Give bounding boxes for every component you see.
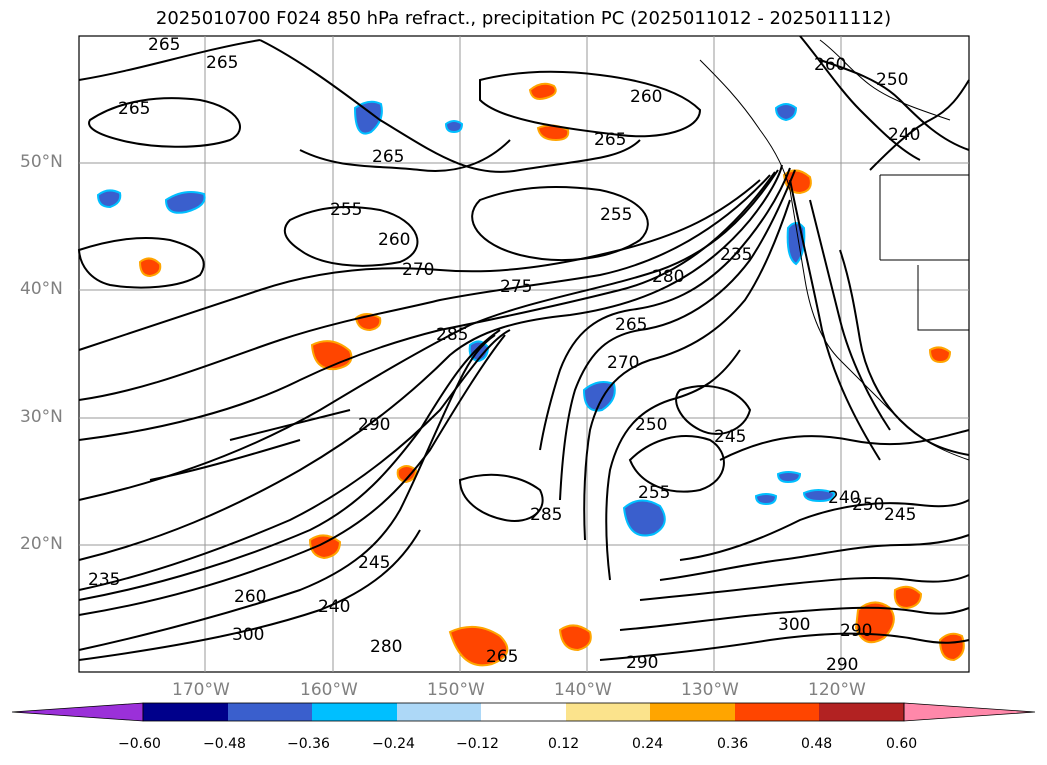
contour-label: 290 [840, 621, 872, 641]
colorbar-segment [819, 703, 904, 721]
contour-label: 255 [330, 200, 362, 220]
precip-negative-patch [164, 191, 206, 214]
contour-label: 265 [206, 53, 238, 73]
precip-negative-patch [774, 103, 798, 122]
lon-label: 170°W [172, 680, 230, 700]
graticule [79, 36, 969, 672]
precip-positive-patch [138, 257, 162, 278]
precip-positive-patch [396, 465, 418, 484]
contour-label: 270 [607, 353, 639, 373]
lon-label: 140°W [554, 680, 612, 700]
lat-label: 30°N [20, 407, 63, 427]
contour-label: 265 [118, 99, 150, 119]
colorbar-tick-label: 0.48 [801, 736, 833, 752]
precip-positive-patch [528, 82, 557, 100]
map-frame [78, 35, 970, 673]
lat-label: 40°N [20, 279, 63, 299]
lon-label: 130°W [681, 680, 739, 700]
precip-positive-patch [308, 534, 342, 560]
lat-label: 50°N [20, 152, 63, 172]
colorbar-segment [735, 703, 819, 721]
contour-label: 240 [828, 488, 860, 508]
contour-label: 265 [594, 130, 626, 150]
colorbar-tick-label: 0.24 [632, 736, 664, 752]
precip-positive-patch [558, 624, 592, 652]
contour-label: 240 [888, 125, 920, 145]
colorbar-under-arrow [11, 702, 144, 722]
contour-label: 260 [630, 87, 662, 107]
contour-label: 265 [148, 35, 180, 55]
precip-negative-patch [802, 489, 836, 503]
lat-label: 20°N [20, 534, 63, 554]
precip-negative-patch [622, 499, 666, 537]
colorbar-segment [228, 703, 312, 721]
contour-label: 265 [615, 315, 647, 335]
contour-label: 285 [436, 325, 468, 345]
contour-label: 285 [530, 505, 562, 525]
precip-negative-patch [353, 100, 383, 135]
colorbar-tick-label: 0.60 [886, 736, 918, 752]
colorbar-segment [566, 703, 650, 721]
colorbar-segment [397, 703, 481, 721]
contour-label: 290 [358, 415, 390, 435]
contour-label: 300 [778, 615, 810, 635]
precip-positive-patch [893, 585, 923, 610]
contour-label: 270 [402, 260, 434, 280]
colorbar-tick-label: −0.48 [203, 736, 246, 752]
precip-shading [96, 82, 965, 667]
contour-label: 235 [88, 570, 120, 590]
contour-label: 280 [370, 637, 402, 657]
precip-negative-patch [444, 120, 464, 134]
map-title: 2025010700 F024 850 hPa refract., precip… [155, 8, 892, 29]
contour-label: 255 [600, 205, 632, 225]
colorbar-frame [142, 702, 905, 722]
contour-label: 255 [638, 483, 670, 503]
contour-label: 265 [372, 147, 404, 167]
contour-label: 275 [500, 277, 532, 297]
colorbar-segment [650, 703, 735, 721]
contour-label: 265 [486, 647, 518, 667]
contour-label: 260 [378, 230, 410, 250]
precip-positive-patch [854, 601, 895, 644]
contour-label: 290 [626, 653, 658, 673]
contour-label: 240 [318, 597, 350, 617]
contour-label: 235 [720, 245, 752, 265]
contour-label: 245 [714, 427, 746, 447]
colorbar-segment [481, 703, 566, 721]
contour-label: 250 [852, 495, 884, 515]
colorbar-segment [143, 703, 228, 721]
contour-label: 250 [635, 415, 667, 435]
contour-label: 245 [358, 553, 390, 573]
precip-negative-patch [754, 493, 778, 506]
contour-label: 260 [814, 55, 846, 75]
lon-label: 150°W [427, 680, 485, 700]
colorbar-tick-label: −0.36 [287, 736, 330, 752]
lon-label: 120°W [808, 680, 866, 700]
colorbar-tick-label: 0.12 [548, 736, 580, 752]
precip-positive-patch [938, 632, 965, 662]
colorbar-segment [312, 703, 397, 721]
contour-labels: 265 265 265 265 255 260 270 275 285 265 … [88, 35, 920, 675]
contour-label: 250 [876, 70, 908, 90]
refractivity-contours [77, 35, 970, 661]
precip-negative-patch [96, 189, 122, 209]
colorbar-over-arrow [903, 702, 1036, 722]
coastline [699, 39, 970, 461]
contour-label: 300 [232, 625, 264, 645]
colorbar [11, 702, 1036, 722]
contour-label: 280 [652, 267, 684, 287]
contour-label: 290 [826, 655, 858, 675]
lon-label: 160°W [300, 680, 358, 700]
colorbar-tick-label: −0.12 [456, 736, 499, 752]
contour-label: 260 [234, 587, 266, 607]
contour-label: 245 [884, 505, 916, 525]
precip-positive-patch [448, 625, 509, 667]
colorbar-tick-label: 0.36 [717, 736, 749, 752]
precip-negative-patch [776, 471, 802, 484]
colorbar-tick-label: −0.60 [118, 736, 161, 752]
colorbar-tick-label: −0.24 [372, 736, 415, 752]
precip-positive-patch [928, 346, 952, 364]
